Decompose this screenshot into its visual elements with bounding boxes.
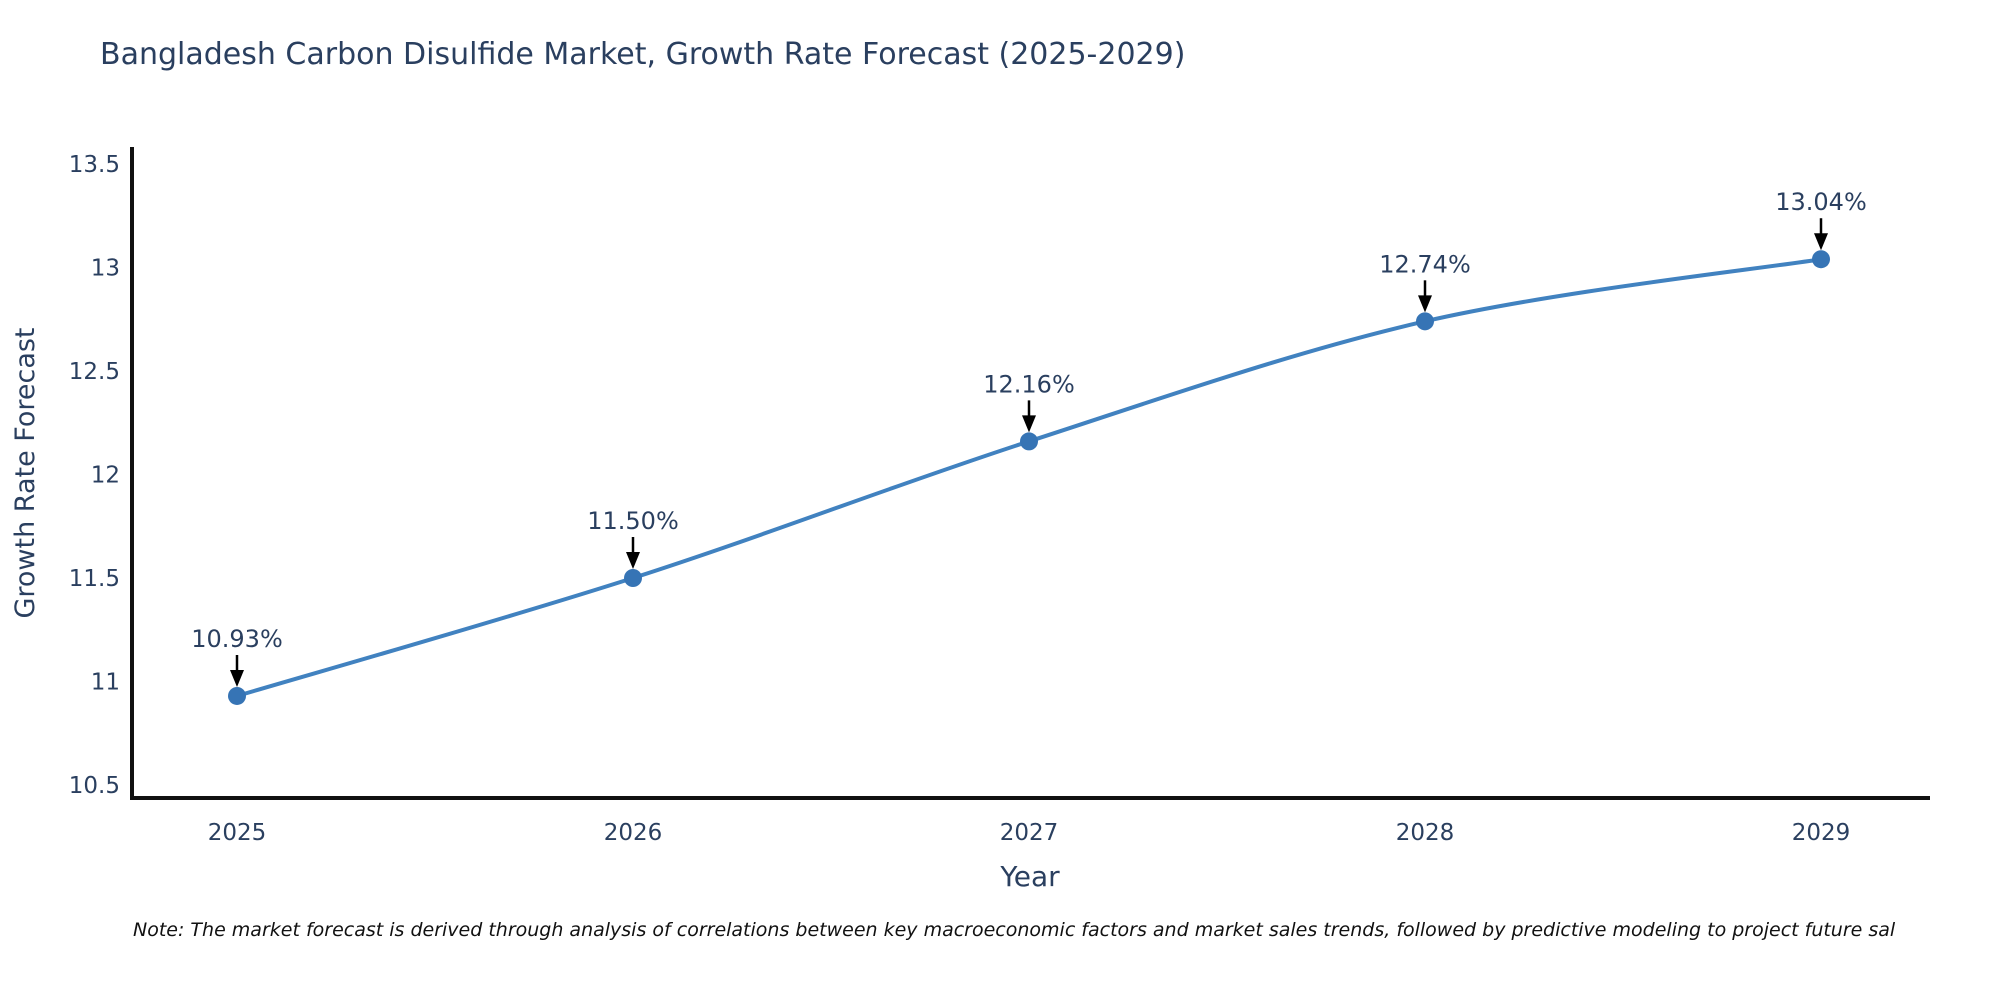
data-point <box>1416 312 1434 331</box>
y-tick-label: 11.5 <box>69 566 120 592</box>
x-tick-label: 2028 <box>1396 820 1455 846</box>
data-point-label: 13.04% <box>1775 188 1867 216</box>
data-point-label: 12.74% <box>1379 250 1471 278</box>
annotation-arrow-head <box>230 669 244 687</box>
y-tick-label: 13.5 <box>69 152 120 178</box>
data-point <box>624 569 642 587</box>
y-tick-label: 12.5 <box>69 359 120 385</box>
y-tick-label: 12 <box>91 463 120 489</box>
data-point <box>1020 432 1038 451</box>
data-point <box>1812 250 1830 269</box>
y-tick-label: 13 <box>91 256 120 282</box>
y-tick-label: 11 <box>91 670 120 696</box>
axis-lines <box>130 147 1930 800</box>
annotation-arrow-head <box>626 552 640 569</box>
data-point <box>228 686 246 705</box>
x-tick-label: 2029 <box>1792 820 1851 846</box>
chart-title: Bangladesh Carbon Disulfide Market, Grow… <box>100 37 1186 72</box>
forecast-line <box>235 257 1823 698</box>
annotation-arrow-head <box>1418 295 1432 313</box>
data-point-label: 12.16% <box>983 370 1075 398</box>
annotation-arrow-head <box>1022 415 1036 433</box>
chart-note: Note: The market forecast is derived thr… <box>133 919 1896 941</box>
x-tick-label: 2026 <box>604 820 663 846</box>
y-tick-label: 10.5 <box>69 773 120 799</box>
x-tick-label: 2027 <box>1000 820 1059 846</box>
y-axis-title: Growth Rate Forecast <box>10 327 41 618</box>
data-point-label: 11.50% <box>587 507 679 535</box>
annotation-arrow-head <box>1814 233 1828 251</box>
x-axis-title: Year <box>999 860 1060 893</box>
x-tick-label: 2025 <box>208 820 267 846</box>
data-point-label: 10.93% <box>191 625 283 653</box>
